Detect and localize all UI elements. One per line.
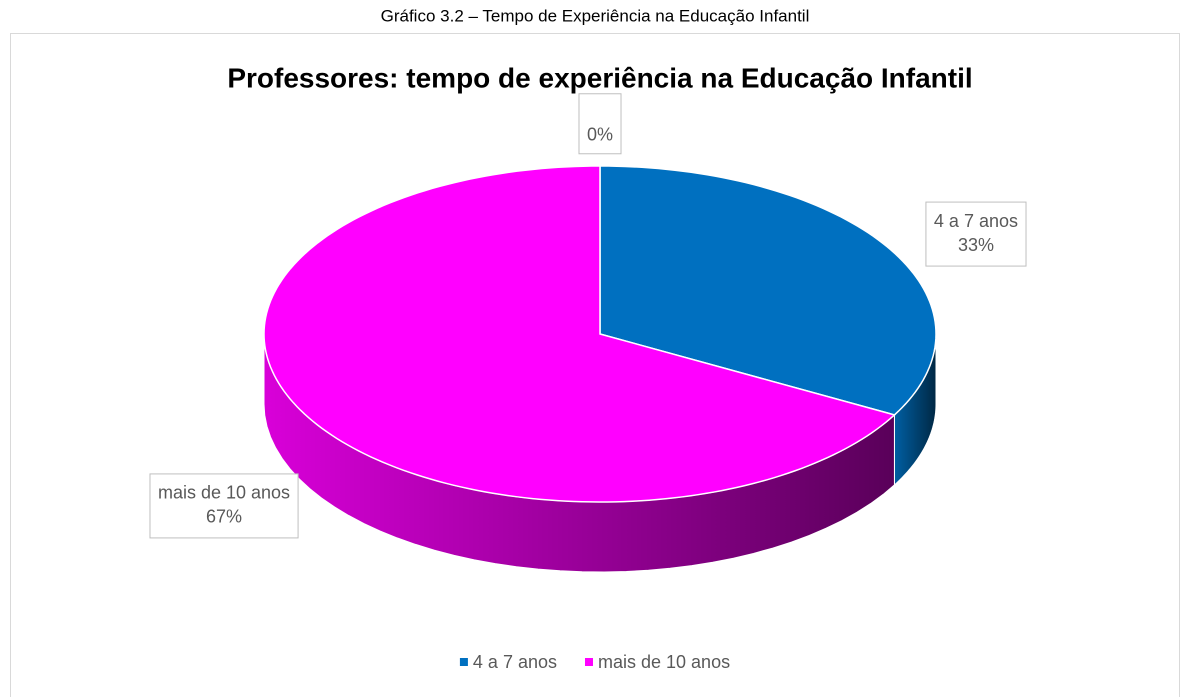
pie-slice	[263, 165, 896, 503]
data-label: 0%	[578, 93, 622, 155]
data-label-box	[925, 201, 1027, 267]
data-label-value: 0%	[587, 125, 613, 145]
legend-swatch	[584, 658, 593, 666]
data-label-value: 67%	[206, 507, 242, 527]
data-label-category: mais de 10 anos	[158, 483, 290, 503]
caption: Gráfico 3.2 – Tempo de Experiência na Ed…	[381, 6, 810, 25]
chart-title: Professores: tempo de experiência na Edu…	[227, 62, 972, 93]
pie-slice	[599, 165, 937, 416]
data-label-box	[578, 93, 622, 155]
data-label-value: 33%	[958, 235, 994, 255]
data-label-box	[149, 473, 299, 539]
data-label-category: 4 a 7 anos	[934, 211, 1018, 231]
data-label: 4 a 7 anos 33%	[925, 201, 1027, 267]
legend-swatch	[459, 658, 468, 666]
data-label: mais de 10 anos 67%	[149, 473, 299, 539]
legend-label: mais de 10 anos	[598, 652, 730, 672]
legend-label: 4 a 7 anos	[473, 652, 557, 672]
